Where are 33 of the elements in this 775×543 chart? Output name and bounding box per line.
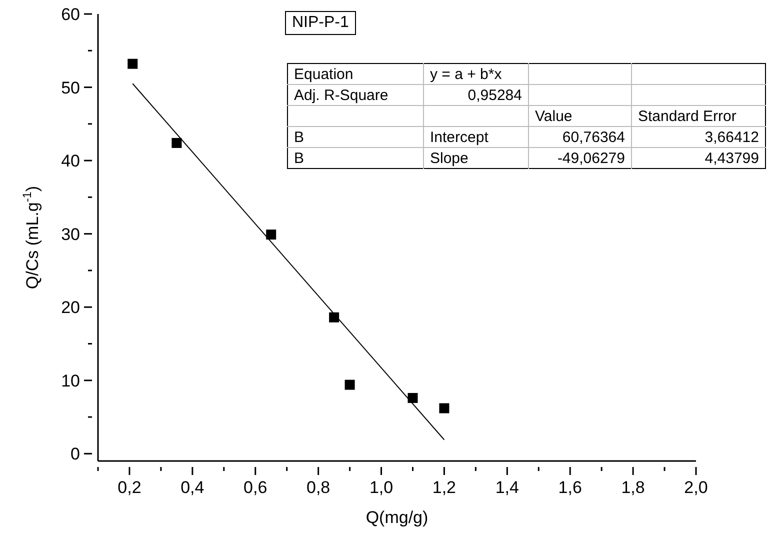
y-tick-label: 20 — [61, 298, 80, 318]
annotation: Equation — [293, 64, 354, 84]
x-tick-label: 1,4 — [495, 478, 519, 497]
x-tick-label: 1,0 — [369, 478, 394, 497]
y-tick-label: 0 — [70, 444, 80, 464]
annotation: B — [288, 126, 424, 148]
x-tick-label: 1,6 — [558, 478, 582, 497]
text: 3,66412 — [704, 128, 759, 146]
y-tick-label: 50 — [61, 78, 80, 98]
x-tick-label: 0,4 — [180, 478, 204, 497]
annotation: B — [288, 148, 424, 168]
x-axis-title: Q(mg/g) — [366, 508, 428, 527]
annotation: 60,76364 — [528, 126, 632, 148]
x-tick-label: 1,2 — [432, 478, 456, 497]
annotation: 0,95284 — [424, 84, 528, 106]
annotation: y = a + b*x — [424, 64, 528, 84]
x-tick-label: 0,6 — [244, 478, 268, 497]
x-tick-label: 0,2 — [118, 478, 142, 497]
y-tick-label: 60 — [61, 5, 80, 24]
annotation: Slope — [424, 148, 528, 168]
annotation: -49,06279 — [528, 148, 632, 168]
annotation: Adj. R-Square — [288, 84, 424, 106]
annotation: Intercept — [424, 126, 528, 148]
annotation: NIP-P-1 — [285, 11, 356, 35]
x-tick-label: 2,0 — [684, 478, 708, 497]
y-tick-label: 10 — [61, 371, 80, 390]
x-tick-label: 0,8 — [306, 478, 330, 497]
x-tick-label: 1,8 — [621, 478, 645, 497]
y-tick-label: 40 — [61, 152, 80, 171]
text: 4,43799 — [704, 150, 759, 166]
annotation: Standard Error — [632, 106, 766, 126]
y-tick-label: 30 — [61, 224, 80, 244]
annotation: Value — [528, 106, 632, 126]
